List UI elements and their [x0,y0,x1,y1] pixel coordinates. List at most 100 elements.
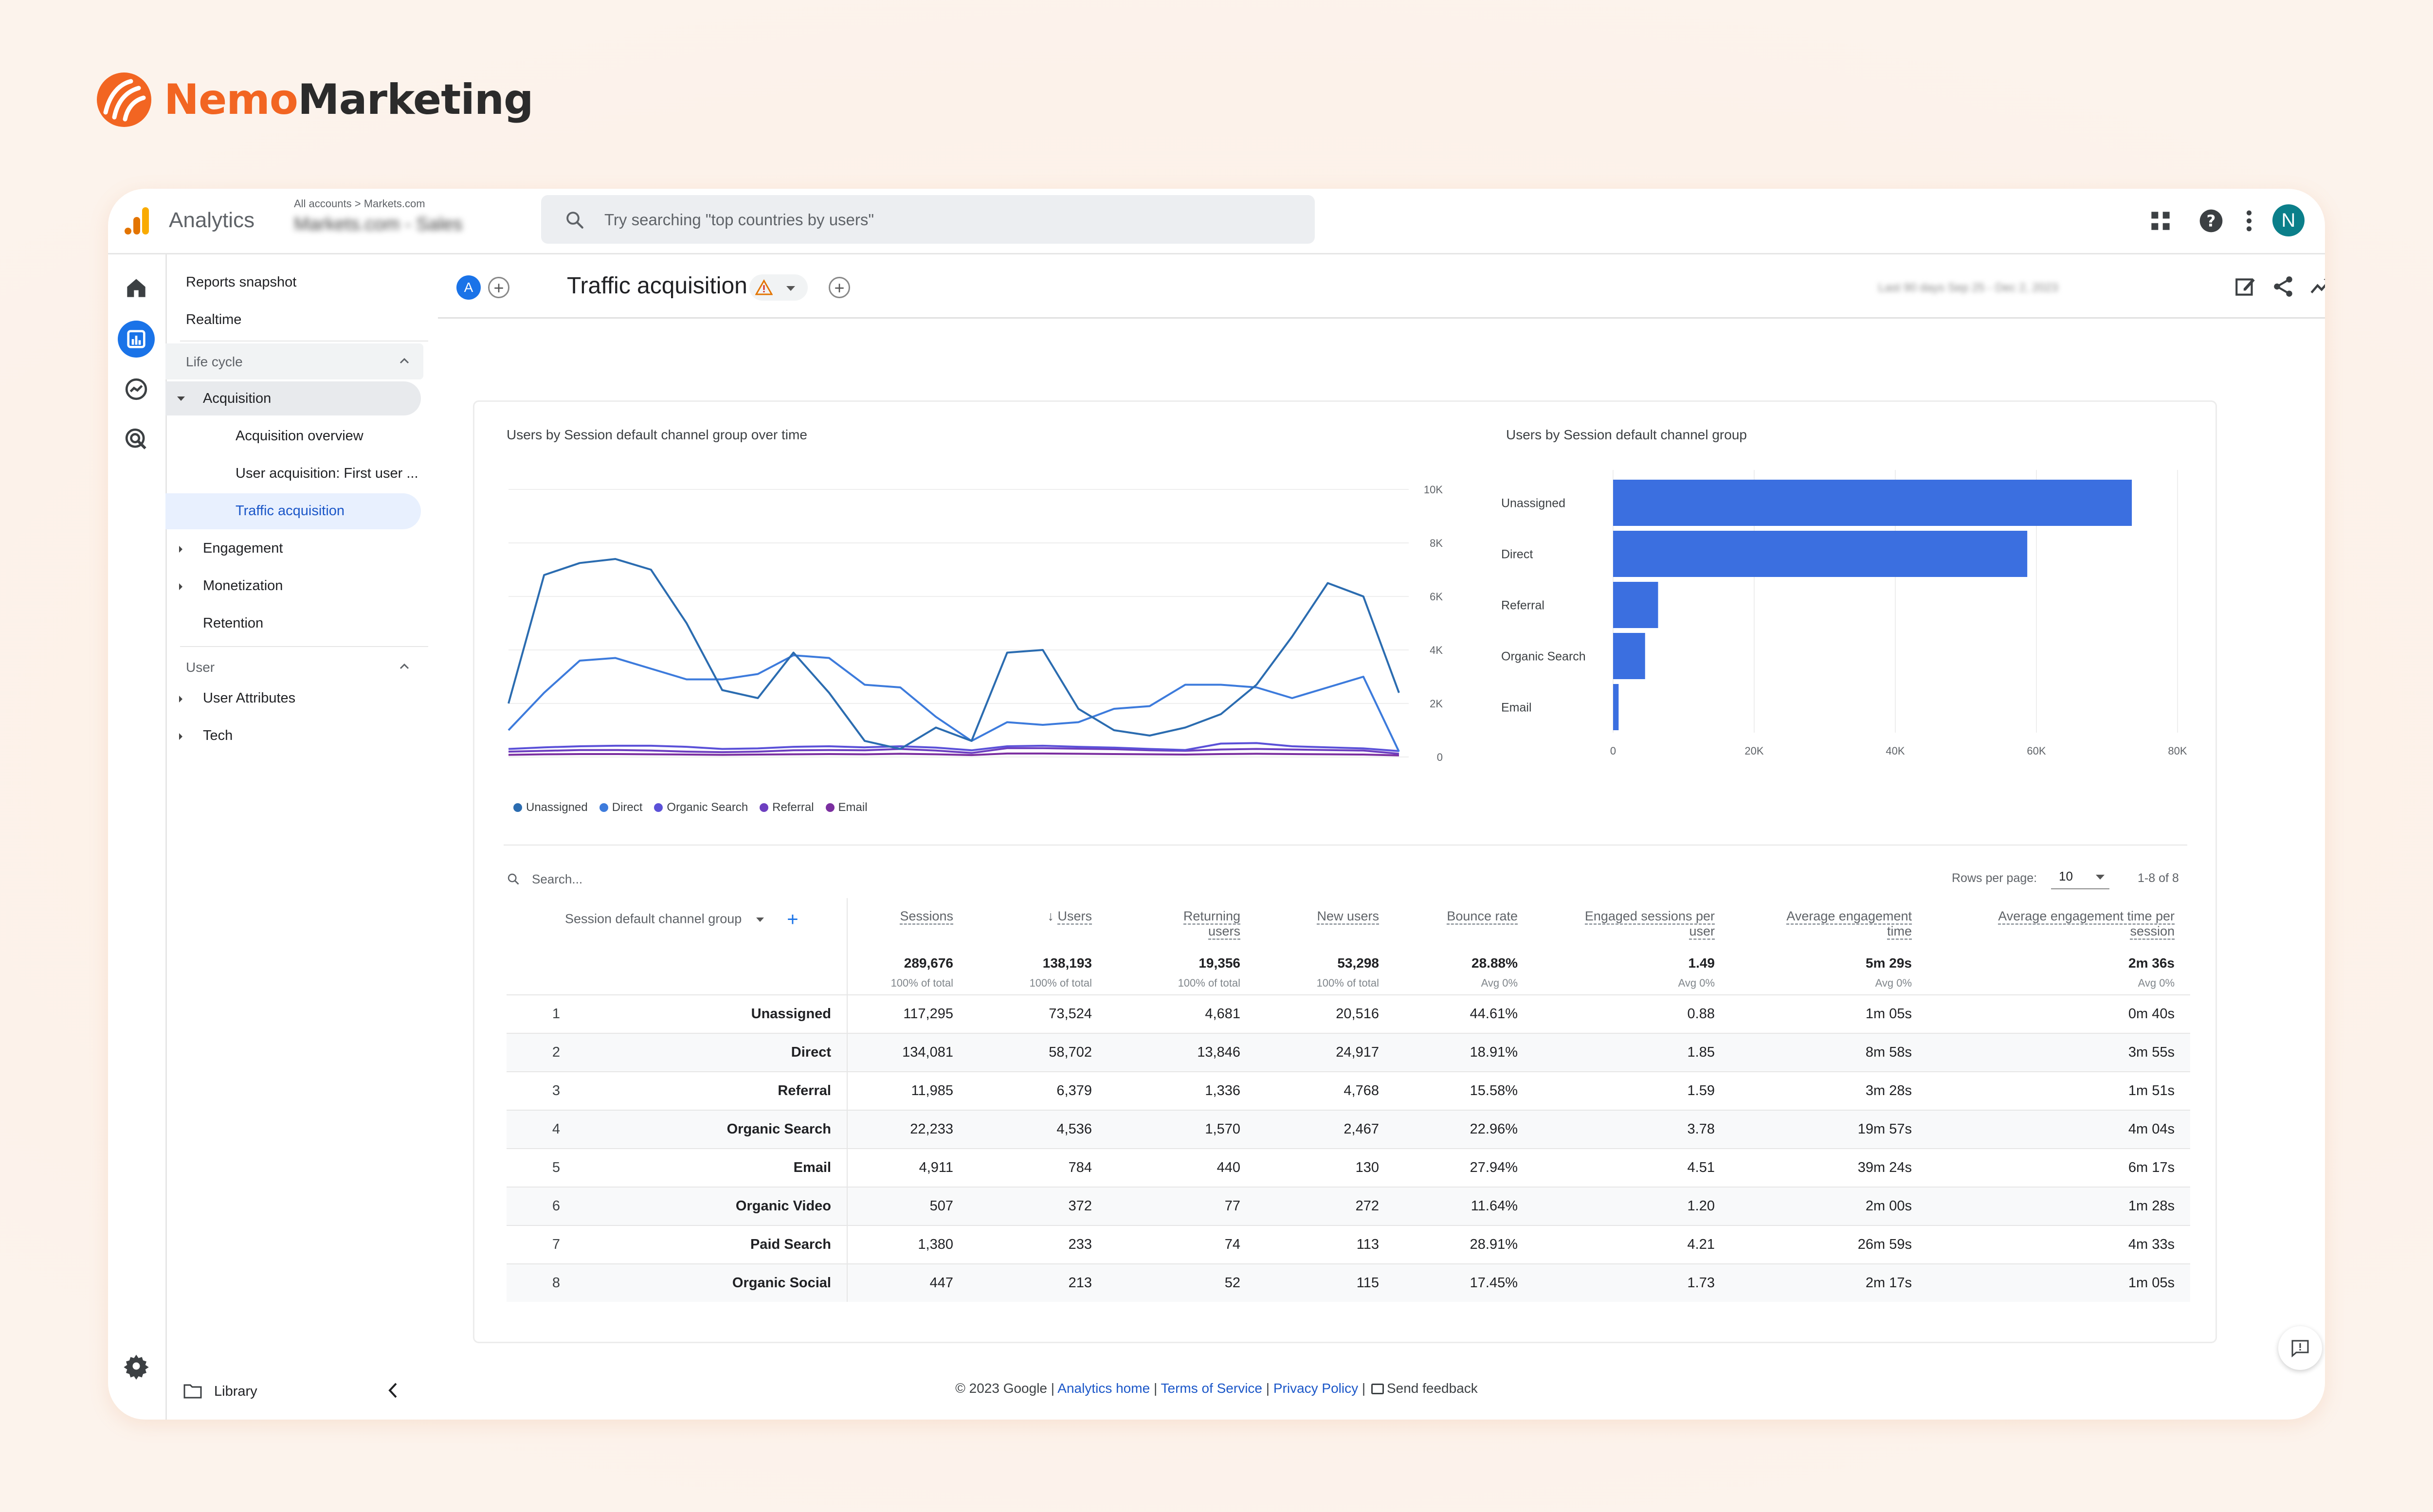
footer-link-analytics-home[interactable]: Analytics home [1057,1381,1150,1396]
rows-per-page-select[interactable]: 10 [2051,865,2109,889]
date-range-selector[interactable]: Last 90 days Sep 25 - Dec 2, 2023 [1878,281,2058,294]
legend-item[interactable]: Direct [599,801,642,814]
chevron-left-icon[interactable] [385,1381,400,1400]
sidebar-item-tech[interactable]: Tech [203,728,233,743]
table-search[interactable] [507,866,847,892]
metric-cell: 24,917 [1256,1033,1395,1072]
sidebar-item-user-acquisition[interactable]: User acquisition: First user ... [236,466,418,481]
metric-cell: 372 [969,1187,1108,1225]
more-vert-icon[interactable] [2235,207,2263,234]
footer-copyright: © 2023 Google | [955,1381,1055,1396]
sidebar-item-realtime[interactable]: Realtime [186,312,242,327]
sidebar-divider [180,341,428,342]
metric-cell: 26m 59s [1730,1225,1927,1264]
sidebar-section-label: User [186,660,215,675]
footer-send-feedback[interactable]: Send feedback [1386,1381,1478,1396]
feedback-icon [1371,1384,1384,1394]
sidebar-item-retention[interactable]: Retention [203,615,264,631]
caret-right-icon[interactable] [179,546,182,553]
col-header-returning-users[interactable]: Returning users [1108,898,1256,949]
caret-right-icon[interactable] [179,696,182,702]
metric-cell: 52 [1108,1263,1256,1302]
legend-item[interactable]: Unassigned [513,801,588,814]
col-header-label: session [2130,924,2175,940]
chevron-down-icon [2096,875,2105,880]
col-header-avg-engagement-session[interactable]: Average engagement time per session [1927,898,2190,949]
series-line [508,747,1399,755]
caret-right-icon[interactable] [179,583,182,590]
table-row[interactable]: 2 Direct 134,081 58,702 13,846 24,917 18.91% 1.… [507,1033,2190,1072]
y-tick-label: 4K [1430,644,1443,656]
reports-icon[interactable] [123,325,150,353]
metric-cell: 1.85 [1533,1033,1730,1072]
col-header-avg-engagement[interactable]: Average engagement time [1730,898,1927,949]
advertising-icon[interactable] [123,426,150,453]
sidebar-item-traffic-acquisition[interactable]: Traffic acquisition [236,503,345,519]
total-sub: 100% of total [1316,977,1379,989]
footer-link-privacy[interactable]: Privacy Policy [1273,1381,1359,1396]
explore-icon[interactable] [123,376,150,403]
share-icon[interactable] [2271,274,2295,299]
caret-down-icon[interactable] [177,396,185,401]
account-selector[interactable]: Markets.com - Sales [294,214,463,234]
legend-item[interactable]: Organic Search [654,801,748,814]
col-header-users[interactable]: ↓ Users [969,898,1108,949]
table-row[interactable]: 3 Referral 11,985 6,379 1,336 4,768 15.58% 1.59… [507,1071,2190,1110]
sidebar-section-lifecycle[interactable]: Life cycle [165,343,423,379]
col-header-sessions[interactable]: Sessions [847,898,969,949]
col-header-label: Sessions [900,909,953,925]
report-warning-chip[interactable] [749,274,808,301]
metric-cell: 6m 17s [1927,1148,2190,1187]
sidebar-item-monetization[interactable]: Monetization [203,578,283,594]
help-icon[interactable]: ? [2197,207,2225,234]
apps-grid-icon[interactable] [2147,207,2174,234]
sidebar-item-user-attributes[interactable]: User Attributes [203,690,296,706]
insights-icon[interactable] [2308,274,2325,299]
comparison-badge[interactable]: A [456,275,481,300]
table-row[interactable]: 8 Organic Social 447 213 52 115 17.45% 1.73 2m 1… [507,1263,2190,1302]
sidebar-section-user[interactable]: User [165,649,423,685]
sidebar-item-acquisition[interactable]: Acquisition [203,391,272,406]
metric-cell: 58,702 [969,1033,1108,1072]
settings-icon[interactable] [123,1352,150,1380]
avatar[interactable]: N [2272,204,2305,236]
card-divider [504,845,2187,846]
search-input[interactable] [603,205,1287,235]
sidebar-item-reports-snapshot[interactable]: Reports snapshot [186,274,297,290]
metric-cell: 2,467 [1256,1110,1395,1149]
sidebar-divider [180,646,428,647]
channel-name: Referral [575,1071,848,1110]
col-header-new-users[interactable]: New users [1256,898,1395,949]
chevron-down-icon[interactable] [756,918,764,922]
metric-cell: 1,380 [847,1225,969,1264]
sidebar-item-acquisition-overview[interactable]: Acquisition overview [236,428,363,444]
legend-item[interactable]: Email [825,801,868,814]
footer-link-terms[interactable]: Terms of Service [1161,1381,1263,1396]
sidebar-item-engagement[interactable]: Engagement [203,540,283,556]
search-bar[interactable] [541,195,1315,244]
metric-cell: 447 [847,1263,969,1302]
add-report-button[interactable]: + [829,277,850,298]
add-dimension-button[interactable]: + [787,909,799,930]
table-row[interactable]: 4 Organic Search 22,233 4,536 1,570 2,467 22.9… [507,1110,2190,1149]
col-header-label: users [1208,924,1240,940]
home-icon[interactable] [123,274,150,302]
dimension-header[interactable]: Session default channel group + [507,898,848,949]
col-header-bounce-rate[interactable]: Bounce rate [1395,898,1533,949]
legend-item[interactable]: Referral [760,801,814,814]
col-header-label: time [1887,924,1912,940]
table-row[interactable]: 6 Organic Video 507 372 77 272 11.64% 1.20 2m 00… [507,1187,2190,1225]
account-breadcrumb[interactable]: All accounts > Markets.com [294,198,425,210]
add-comparison-button[interactable]: + [488,277,509,298]
feedback-button[interactable] [2278,1326,2322,1370]
total-cell: 53,298 100% of total [1256,949,1395,995]
col-header-engaged-sessions[interactable]: Engaged sessions per user [1533,898,1730,949]
metric-cell: 4m 04s [1927,1110,2190,1149]
table-row[interactable]: 1 Unassigned 117,295 73,524 4,681 20,516 44.61… [507,994,2190,1033]
sidebar-item-library[interactable]: Library [214,1384,257,1399]
caret-right-icon[interactable] [179,733,182,740]
table-row[interactable]: 5 Email 4,911 784 440 130 27.94% 4.51 39m 24s 6m … [507,1148,2190,1187]
customize-report-icon[interactable] [2233,274,2258,299]
table-search-input[interactable] [531,866,776,892]
table-row[interactable]: 7 Paid Search 1,380 233 74 113 28.91% 4.21 26m 5… [507,1225,2190,1264]
